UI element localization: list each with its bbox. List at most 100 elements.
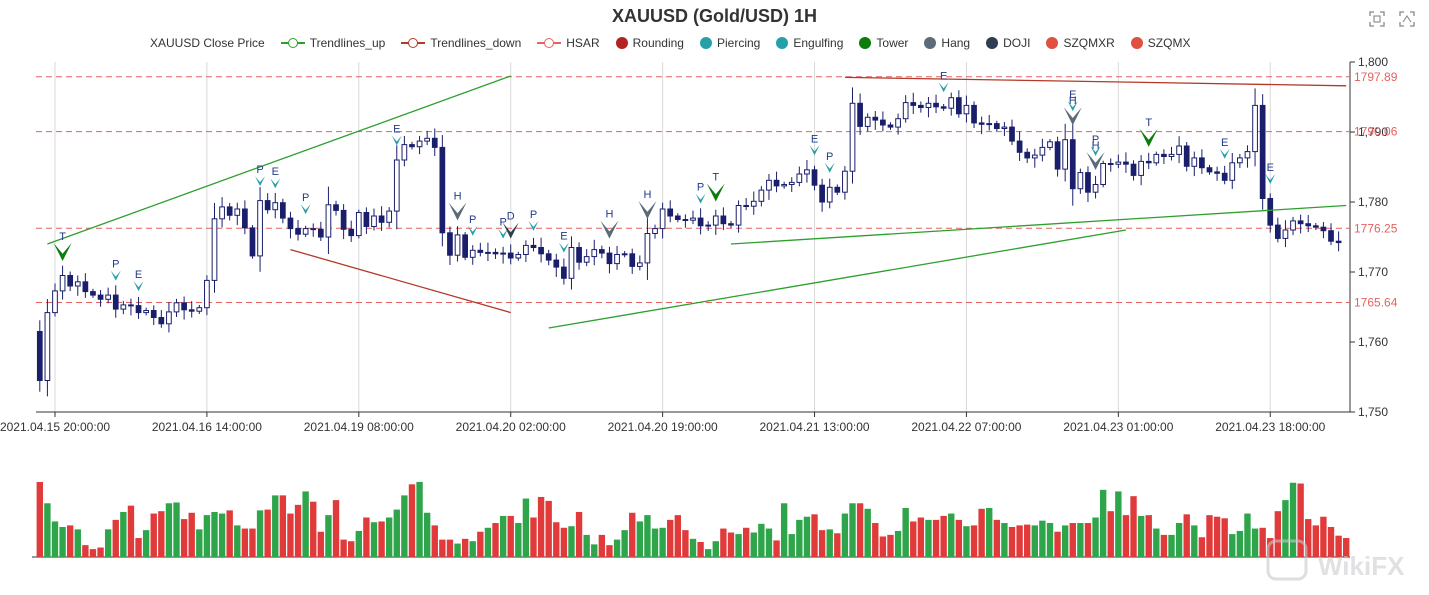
candle [963, 95, 970, 123]
pattern-arrow-icon [638, 201, 657, 219]
candle-body [1229, 162, 1236, 181]
candle [1176, 136, 1182, 164]
volume-bar [530, 517, 537, 557]
legend-item-piercing[interactable]: Piercing [699, 36, 760, 50]
volume-bar [142, 530, 150, 557]
volume-bar [150, 513, 157, 557]
volume-bar [948, 513, 955, 557]
pattern-mark-hang: H [1342, 0, 1350, 3]
candle [583, 249, 590, 267]
candle [74, 275, 81, 296]
candle [447, 226, 453, 265]
candle [1009, 119, 1015, 146]
legend-item-doji[interactable]: DOJI [986, 36, 1030, 50]
legend-item-szqmxr[interactable]: SZQMXR [1046, 36, 1115, 50]
candle-body [940, 106, 947, 109]
candle-body [378, 215, 385, 223]
legend-item-trendlines-up[interactable]: Trendlines_up [280, 36, 385, 50]
candle [378, 206, 385, 231]
candle-body [545, 253, 552, 261]
pattern-mark-label: E [272, 166, 279, 178]
candle-body [249, 227, 256, 257]
candle [1335, 231, 1342, 252]
pattern-mark-label: P [112, 259, 119, 271]
candle [112, 285, 119, 318]
candle [416, 135, 423, 155]
legend-item-szqmx[interactable]: SZQMX [1130, 36, 1190, 50]
hsar-level-label: 1776.25 [1354, 221, 1398, 235]
toolbox [1367, 10, 1417, 30]
volume-bar [112, 519, 119, 557]
candle [1229, 153, 1236, 189]
pattern-mark-label: P [697, 182, 704, 194]
candle [1328, 223, 1334, 246]
volume-bar [910, 521, 917, 557]
volume-bar [742, 527, 750, 557]
volume-bar [1054, 531, 1061, 557]
volume-bar [894, 530, 902, 557]
candle [204, 275, 210, 316]
legend-dot-icon [615, 37, 628, 49]
candle-body [181, 302, 187, 311]
candle-body [340, 209, 347, 230]
legend-item-engulfing[interactable]: Engulfing [776, 36, 843, 50]
candle-body [310, 228, 317, 231]
volume-bar [925, 519, 932, 557]
candle-body [485, 251, 491, 254]
volume-bar [1327, 526, 1335, 557]
candle [485, 242, 491, 262]
volume-bar [1039, 520, 1046, 557]
candle-body [90, 291, 96, 296]
candle-body [317, 228, 324, 238]
legend-item-trendlines-down[interactable]: Trendlines_down [401, 36, 521, 50]
legend-item-hsar[interactable]: HSAR [537, 36, 600, 50]
legend-item-tower[interactable]: Tower [859, 36, 908, 50]
volume-bar [226, 510, 233, 557]
x-tick-label: 2021.04.23 18:00:00 [1215, 420, 1325, 434]
volume-bar [279, 495, 287, 557]
candle [1214, 166, 1220, 181]
candle [1290, 216, 1296, 236]
candle [135, 296, 142, 319]
candle-body [796, 173, 803, 183]
pattern-arrow-icon [706, 183, 725, 202]
volume-bar [188, 512, 195, 557]
candle-body [1191, 157, 1198, 167]
volume-bar [856, 503, 864, 557]
candle-body [1274, 224, 1281, 239]
candle-body [1252, 104, 1258, 153]
candle [918, 101, 924, 113]
candle-body [1183, 145, 1190, 167]
candle-body [469, 249, 476, 258]
candle [257, 187, 263, 272]
legend-item-rounding[interactable]: Rounding [615, 36, 684, 50]
candle [538, 237, 544, 263]
candle-body [325, 204, 332, 238]
legend-line-icon [401, 37, 426, 49]
pattern-mark-label: H [605, 209, 613, 221]
candle [1047, 139, 1053, 151]
legend-item-xauusd-close-price[interactable]: XAUUSD Close Price [150, 36, 265, 50]
candle-body [1115, 161, 1122, 165]
candle [576, 242, 582, 270]
pattern-mark-label: E [811, 133, 818, 145]
legend-item-hang[interactable]: Hang [924, 36, 970, 50]
candle-body [1100, 163, 1107, 185]
pattern-mark-label: E [1069, 89, 1076, 101]
candle-body [629, 253, 636, 267]
volume-bar [1206, 515, 1213, 557]
candle-body [674, 215, 681, 220]
candle [371, 208, 377, 231]
volume-bar [439, 539, 446, 557]
candle-body [219, 206, 225, 220]
candle [629, 248, 636, 274]
candle [492, 248, 499, 259]
zoom-icon[interactable] [1367, 10, 1387, 30]
candle-body [393, 159, 400, 212]
pattern-arrow-icon [824, 162, 835, 173]
restore-icon[interactable] [1397, 10, 1417, 30]
volume-bar [1221, 518, 1228, 557]
pattern-arrow-icon [110, 270, 121, 281]
volume-bar [423, 512, 431, 557]
candle-body [902, 102, 909, 120]
